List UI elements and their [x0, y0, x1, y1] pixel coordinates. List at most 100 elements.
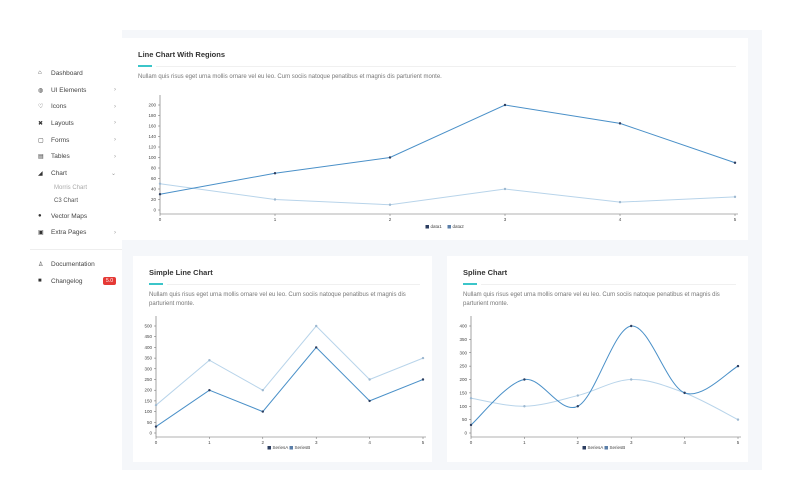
chart-svg: 0 20 40 60 80 100 120 140 160 180 200 0 1 2 3 4 5 data1 da… — [148, 95, 738, 229]
y-tick-label: 0 — [149, 431, 152, 436]
y-tick-label: 80 — [151, 166, 157, 171]
chevron-right-icon: › — [114, 229, 116, 236]
series-line-SeriesA — [470, 325, 739, 426]
y-tick-label: 250 — [144, 377, 152, 382]
legend-swatch — [604, 446, 608, 450]
data-point[interactable] — [154, 425, 158, 428]
heart-icon: ♡ — [38, 104, 44, 111]
sidebar-item-label: Forms — [51, 136, 70, 144]
data-point[interactable] — [683, 391, 686, 395]
data-point[interactable] — [618, 122, 622, 125]
x-tick-label: 3 — [630, 440, 633, 445]
x-tick-label: 2 — [262, 440, 265, 445]
data-point[interactable] — [208, 359, 211, 362]
data-point[interactable] — [261, 410, 264, 413]
data-point[interactable] — [630, 324, 633, 328]
sidebar-item-label: Extra Pages — [51, 229, 87, 237]
y-tick-label: 450 — [144, 334, 152, 339]
data-point[interactable] — [315, 324, 318, 328]
chevron-down-icon: ⌄ — [110, 170, 116, 177]
data-point[interactable] — [273, 172, 277, 175]
data-point[interactable] — [523, 405, 526, 408]
sidebar-item-ui-elements[interactable]: ◍ UI Elements › — [30, 82, 122, 99]
sidebar-item-changelog[interactable]: ■ Changelog 5.0 — [30, 273, 122, 290]
sidebar-item-tables[interactable]: ▤ Tables › — [30, 148, 122, 165]
sidebar-item-icons[interactable]: ♡ Icons › — [30, 98, 122, 115]
y-tick-label: 350 — [459, 337, 467, 342]
card-simple-line: Simple Line Chart Nullam quis risus eget… — [133, 256, 432, 462]
legend-item[interactable]: data2 — [453, 224, 465, 229]
y-tick-label: 200 — [148, 103, 156, 108]
legend-item[interactable]: SeriesB — [295, 445, 311, 450]
data-point[interactable] — [421, 356, 425, 360]
y-tick-label: 300 — [144, 366, 152, 371]
legend-item[interactable]: SeriesB — [610, 445, 626, 450]
card-line-regions: Line Chart With Regions Nullam quis risu… — [122, 38, 748, 240]
sidebar-item-layouts[interactable]: ✖ Layouts › — [30, 115, 122, 132]
series-line-SeriesB — [470, 378, 739, 421]
sidebar-item-label: Icons — [51, 103, 67, 111]
card-spline: Spline Chart Nullam quis risus eget urna… — [447, 256, 748, 462]
y-tick-label: 160 — [148, 124, 156, 129]
data-point[interactable] — [733, 195, 737, 199]
data-point[interactable] — [523, 378, 526, 381]
sidebar-subitem-morris-chart[interactable]: Morris Chart — [54, 185, 88, 192]
y-tick-label: 140 — [148, 134, 156, 139]
x-tick-label: 0 — [470, 440, 473, 445]
x-tick-label: 0 — [159, 217, 162, 222]
data-point[interactable] — [421, 378, 425, 381]
chart-icon: ◢ — [38, 170, 43, 177]
data-point[interactable] — [158, 193, 162, 196]
sidebar-item-documentation[interactable]: ♙ Documentation — [30, 256, 122, 273]
data-point[interactable] — [576, 405, 579, 408]
sidebar-item-extra-pages[interactable]: ▣ Extra Pages › — [30, 225, 122, 242]
data-point[interactable] — [733, 161, 737, 164]
sidebar-item-chart[interactable]: ◢ Chart ⌄ — [30, 165, 122, 182]
x-tick-label: 3 — [504, 217, 507, 222]
y-tick-label: 20 — [151, 197, 157, 202]
data-point[interactable] — [503, 103, 507, 107]
data-point[interactable] — [469, 423, 473, 427]
person-icon: ♙ — [38, 262, 44, 269]
data-point[interactable] — [368, 378, 371, 381]
chevron-right-icon: › — [114, 153, 116, 160]
y-tick-label: 300 — [459, 350, 467, 355]
sidebar-divider — [30, 249, 122, 251]
data-point[interactable] — [736, 364, 740, 368]
sidebar-item-label: Chart — [51, 169, 67, 177]
y-tick-label: 0 — [464, 431, 467, 436]
legend-item[interactable]: SeriesA — [588, 445, 604, 450]
x-tick-label: 4 — [619, 217, 622, 222]
legend-item[interactable]: SeriesA — [273, 445, 289, 450]
data-point[interactable] — [158, 182, 162, 185]
data-point[interactable] — [273, 198, 277, 201]
sidebar-item-vector-maps[interactable]: ● Vector Maps — [30, 208, 122, 225]
sidebar-subitem-c3-chart[interactable]: C3 Chart — [54, 198, 79, 205]
sidebar-item-label: Layouts — [51, 119, 74, 127]
data-point[interactable] — [576, 394, 579, 397]
data-point[interactable] — [388, 203, 392, 206]
y-tick-label: 60 — [151, 176, 157, 181]
sidebar-item-label: UI Elements — [51, 86, 87, 94]
sidebar-item-forms[interactable]: ▢ Forms › — [30, 132, 122, 149]
data-point[interactable] — [630, 378, 633, 381]
data-point[interactable] — [154, 403, 158, 407]
data-point[interactable] — [208, 389, 211, 392]
x-tick-label: 2 — [577, 440, 580, 445]
data-point[interactable] — [368, 399, 371, 403]
legend-swatch — [289, 446, 293, 450]
legend-item[interactable]: data1 — [431, 224, 443, 229]
x-tick-label: 4 — [368, 440, 371, 445]
sidebar-item-label: Vector Maps — [51, 212, 88, 220]
sidebar-item-dashboard[interactable]: ⌂ Dashboard — [30, 65, 122, 82]
y-tick-label: 200 — [459, 377, 467, 382]
pages-icon: ▣ — [38, 230, 44, 237]
data-point[interactable] — [315, 346, 318, 349]
data-point[interactable] — [261, 389, 264, 392]
data-point[interactable] — [469, 397, 473, 400]
data-point[interactable] — [618, 200, 622, 204]
data-point[interactable] — [388, 156, 392, 159]
chevron-right-icon: › — [114, 137, 116, 144]
data-point[interactable] — [503, 187, 507, 191]
data-point[interactable] — [736, 418, 740, 421]
